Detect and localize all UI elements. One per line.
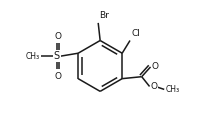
Text: CH₃: CH₃ xyxy=(165,85,179,94)
Text: O: O xyxy=(150,82,158,91)
Text: Cl: Cl xyxy=(132,29,141,38)
Text: O: O xyxy=(152,62,159,71)
Text: Br: Br xyxy=(99,11,109,20)
Text: S: S xyxy=(54,51,60,61)
Text: CH₃: CH₃ xyxy=(26,52,40,61)
Text: O: O xyxy=(54,32,61,40)
Text: O: O xyxy=(54,72,61,81)
